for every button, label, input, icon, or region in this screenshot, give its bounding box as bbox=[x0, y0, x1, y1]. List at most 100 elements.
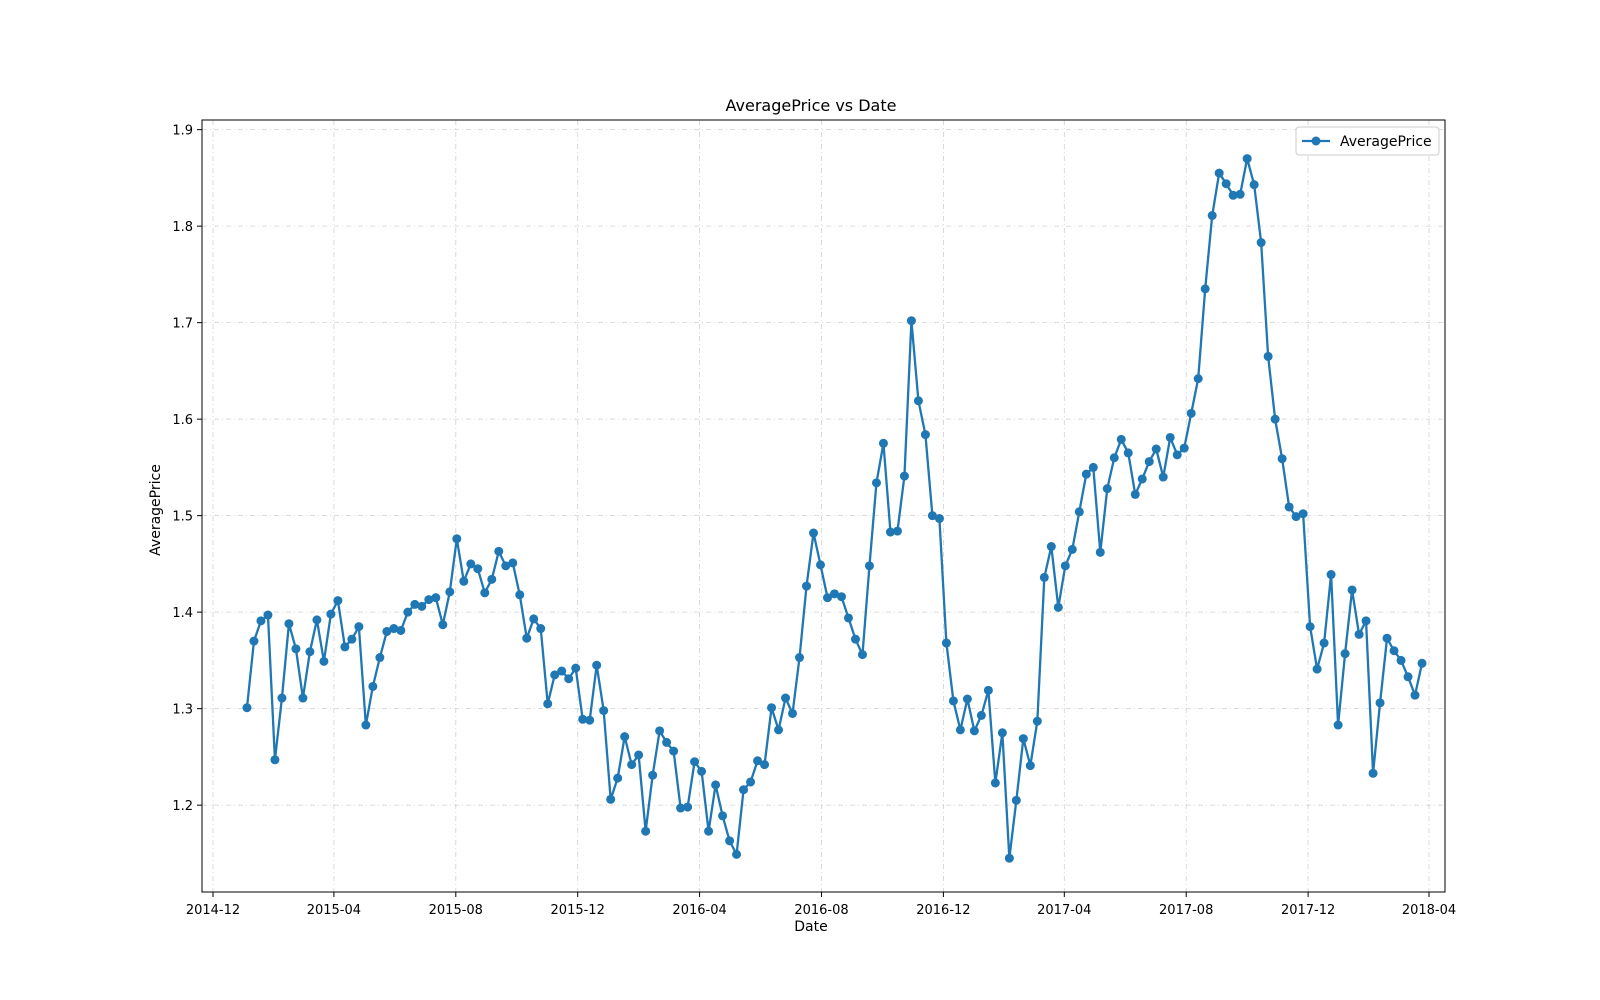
data-point bbox=[948, 696, 958, 706]
data-point bbox=[571, 663, 581, 673]
data-point bbox=[732, 849, 742, 859]
data-point bbox=[1053, 602, 1063, 612]
data-point bbox=[557, 666, 567, 676]
data-point bbox=[927, 511, 937, 521]
data-point bbox=[920, 430, 930, 440]
data-point bbox=[962, 694, 972, 704]
x-tick-label: 2015-08 bbox=[429, 903, 483, 918]
data-point bbox=[382, 626, 392, 636]
data-point bbox=[1291, 512, 1301, 522]
data-point bbox=[1403, 672, 1413, 682]
data-point bbox=[375, 653, 385, 663]
data-point bbox=[829, 589, 839, 599]
data-point bbox=[508, 558, 518, 568]
data-point bbox=[1214, 168, 1224, 178]
y-tick-label: 1.7 bbox=[172, 317, 193, 332]
legend-point-marker bbox=[1311, 136, 1321, 146]
data-point bbox=[774, 725, 784, 735]
data-point bbox=[1025, 761, 1035, 771]
series-layer bbox=[242, 154, 1427, 863]
data-point bbox=[368, 681, 378, 691]
data-point bbox=[704, 826, 714, 836]
data-point bbox=[263, 610, 273, 620]
data-point bbox=[459, 576, 469, 586]
data-point bbox=[788, 708, 798, 718]
data-point bbox=[1081, 469, 1091, 479]
data-point bbox=[487, 574, 497, 584]
y-tick-label: 1.5 bbox=[172, 510, 193, 525]
data-point bbox=[298, 693, 308, 703]
x-tick-label: 2014-12 bbox=[186, 903, 240, 918]
y-tick-label: 1.8 bbox=[172, 220, 193, 235]
data-point bbox=[1109, 453, 1119, 463]
data-point bbox=[347, 634, 357, 644]
data-point bbox=[871, 478, 881, 488]
data-point bbox=[1228, 190, 1238, 200]
data-point bbox=[585, 715, 595, 725]
data-point bbox=[438, 620, 448, 630]
data-point bbox=[802, 581, 812, 591]
data-point bbox=[1221, 179, 1231, 189]
data-point bbox=[1410, 690, 1420, 700]
data-point bbox=[634, 750, 644, 760]
data-point bbox=[1354, 629, 1364, 639]
data-point bbox=[1151, 444, 1161, 454]
data-point bbox=[990, 778, 1000, 788]
data-point bbox=[1060, 561, 1070, 571]
data-point bbox=[809, 528, 819, 538]
x-tick-label: 2016-12 bbox=[916, 903, 970, 918]
data-point bbox=[536, 624, 546, 634]
data-point bbox=[319, 656, 329, 666]
data-point bbox=[445, 587, 455, 597]
data-point bbox=[1256, 238, 1266, 248]
data-point bbox=[767, 703, 777, 713]
data-point bbox=[1123, 448, 1133, 458]
data-point bbox=[683, 802, 693, 812]
data-point bbox=[1172, 450, 1182, 460]
data-point bbox=[578, 714, 588, 724]
data-point bbox=[1382, 633, 1392, 643]
data-point bbox=[389, 624, 399, 634]
data-point bbox=[1375, 698, 1385, 708]
data-point bbox=[850, 634, 860, 644]
legend-label: AveragePrice bbox=[1340, 134, 1432, 150]
data-point bbox=[326, 609, 336, 619]
data-point bbox=[627, 760, 637, 770]
data-point bbox=[816, 560, 825, 570]
data-point bbox=[242, 703, 252, 713]
data-point bbox=[396, 625, 406, 635]
data-point bbox=[1368, 768, 1378, 778]
data-point bbox=[564, 674, 574, 684]
data-point bbox=[823, 593, 832, 603]
data-point bbox=[613, 773, 623, 783]
data-point bbox=[641, 826, 651, 836]
data-point bbox=[340, 642, 350, 652]
data-point bbox=[431, 593, 441, 603]
data-point bbox=[1200, 284, 1210, 294]
data-point bbox=[1396, 655, 1406, 665]
data-point bbox=[1067, 544, 1077, 554]
plot-frame bbox=[201, 119, 1446, 893]
data-point bbox=[410, 599, 420, 609]
legend: AveragePrice bbox=[1295, 126, 1440, 156]
data-point bbox=[1263, 351, 1273, 361]
data-point bbox=[249, 636, 259, 646]
data-point bbox=[976, 710, 986, 720]
data-point bbox=[1032, 716, 1042, 726]
data-point bbox=[361, 720, 371, 730]
data-point bbox=[795, 653, 805, 663]
data-point bbox=[906, 316, 916, 326]
data-point bbox=[1298, 509, 1308, 519]
data-point bbox=[592, 660, 602, 670]
data-point bbox=[843, 613, 853, 623]
data-point bbox=[1417, 658, 1427, 668]
data-point bbox=[746, 777, 756, 787]
x-tick-label: 2018-04 bbox=[1402, 903, 1456, 918]
data-point bbox=[1333, 720, 1343, 730]
data-point bbox=[969, 726, 979, 736]
data-point bbox=[655, 726, 665, 736]
ticks: 2014-12 2015-04 2015-08 2015-12 2016-04 2016-… bbox=[172, 124, 1456, 918]
data-point bbox=[885, 527, 895, 537]
data-point bbox=[403, 607, 413, 617]
series-line bbox=[245, 157, 1424, 860]
